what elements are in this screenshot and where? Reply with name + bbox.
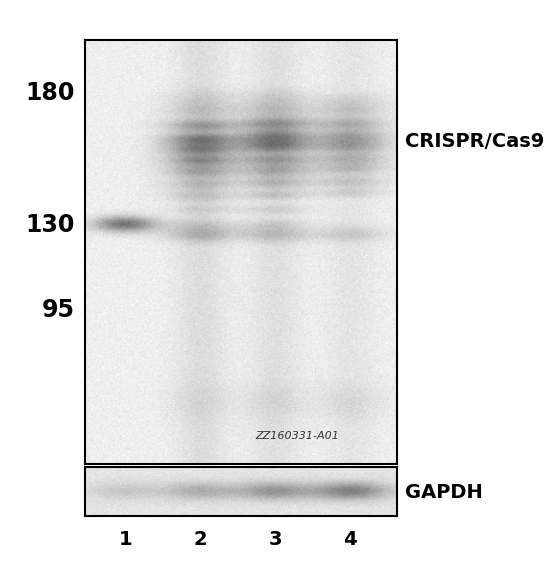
Text: 4: 4 (343, 530, 357, 549)
Text: 130: 130 (25, 213, 74, 237)
Text: 2: 2 (194, 530, 207, 549)
Text: 95: 95 (41, 298, 74, 322)
Text: CRISPR/Cas9: CRISPR/Cas9 (405, 132, 544, 151)
Text: GAPDH: GAPDH (405, 483, 483, 501)
Text: 180: 180 (25, 81, 74, 106)
Text: 3: 3 (268, 530, 282, 549)
Text: ZZ160331-A01: ZZ160331-A01 (255, 431, 339, 441)
Text: 1: 1 (119, 530, 133, 549)
